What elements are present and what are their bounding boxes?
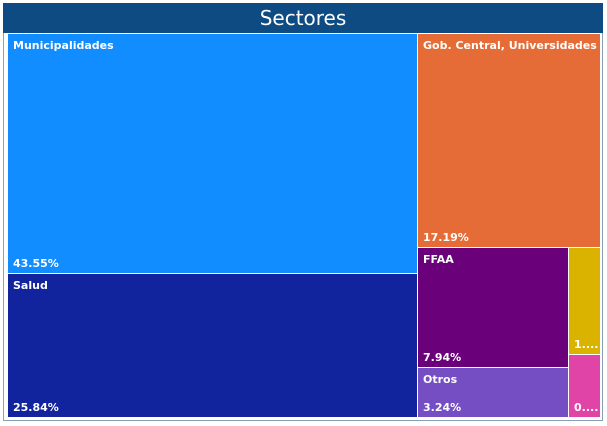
- tile-value: 25.84%: [13, 401, 59, 414]
- tile-ffaa[interactable]: FFAA 7.94%: [418, 248, 568, 367]
- tile-salud[interactable]: Salud 25.84%: [8, 274, 417, 417]
- tile-value: 1....: [574, 338, 599, 351]
- tile-name: Salud: [13, 279, 48, 292]
- tile-small-pink[interactable]: 0....: [569, 355, 600, 417]
- chart-title: Sectores: [3, 3, 603, 33]
- tile-value: 7.94%: [423, 351, 462, 364]
- tile-name: FFAA: [423, 253, 454, 266]
- tile-name: Otros: [423, 373, 458, 386]
- tile-municipalidades[interactable]: Municipalidades 43.55%: [8, 34, 417, 273]
- tile-value: 0....: [574, 401, 599, 414]
- tile-value: 17.19%: [423, 231, 469, 244]
- tile-small-yellow[interactable]: 1....: [569, 248, 600, 354]
- tile-value: 3.24%: [423, 401, 462, 414]
- tile-value: 43.55%: [13, 257, 59, 270]
- tile-gob-central[interactable]: Gob. Central, Universidades 17.19%: [418, 34, 600, 247]
- tile-name: Municipalidades: [13, 39, 114, 52]
- tile-name: Gob. Central, Universidades: [423, 39, 597, 52]
- tile-otros[interactable]: Otros 3.24%: [418, 368, 568, 417]
